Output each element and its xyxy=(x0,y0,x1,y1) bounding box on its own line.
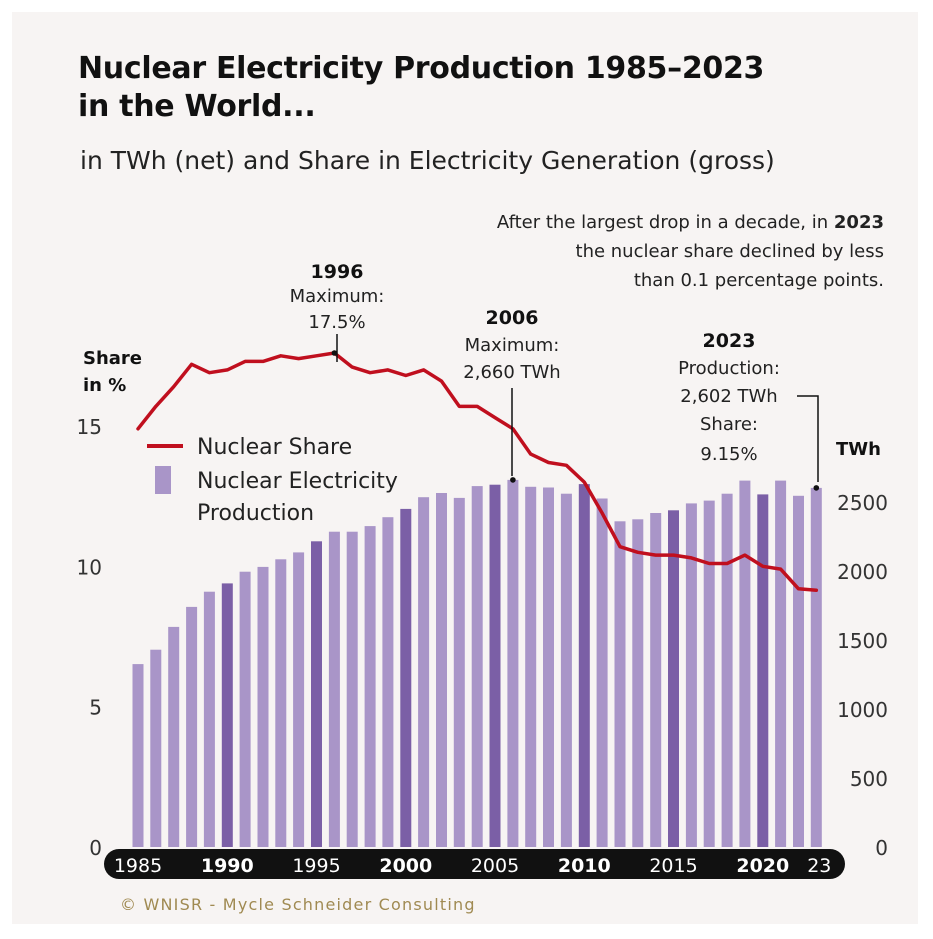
y-left-tick-10: 10 xyxy=(77,555,102,579)
bar-2017 xyxy=(703,500,715,847)
bar-1987 xyxy=(168,626,180,847)
annotation-2006-year: 2006 xyxy=(486,307,539,329)
x-tick-1995: 1995 xyxy=(292,855,340,877)
bar-1990 xyxy=(221,583,233,847)
bar-2016 xyxy=(685,503,697,847)
bar-2020 xyxy=(757,494,769,847)
x-tick-2000: 2000 xyxy=(379,855,432,877)
annotation-point-2023 xyxy=(813,485,820,491)
y-left-label-line-2: in % xyxy=(83,375,126,396)
y-right-label: TWh xyxy=(836,439,881,460)
bar-2013 xyxy=(632,519,644,848)
note-line-3: than 0.1 percentage points. xyxy=(634,270,884,291)
y-right-tick-labels: 0 500 1000 1500 2000 2500 xyxy=(837,491,888,860)
credit-text: © WNISR - Mycle Schneider Consulting xyxy=(120,895,476,914)
x-tick-1990: 1990 xyxy=(201,855,254,877)
bar-2010 xyxy=(578,484,590,847)
y-left-label-line-1: Share xyxy=(83,348,142,369)
annotation-1996-value: 17.5% xyxy=(308,312,365,333)
bar-2014 xyxy=(650,513,662,847)
annotation-1996-label: Maximum: xyxy=(290,286,385,307)
chart-subtitle: in TWh (net) and Share in Electricity Ge… xyxy=(80,146,775,175)
annotation-2006-value: 2,660 TWh xyxy=(463,362,560,383)
y-left-tick-labels: 0 5 10 15 xyxy=(77,415,102,860)
bar-1988 xyxy=(186,606,198,847)
legend-bar-swatch xyxy=(155,466,171,494)
bar-1992 xyxy=(257,566,269,847)
chart-title: Nuclear Electricity Production 1985–2023… xyxy=(78,50,764,126)
legend-production-label-2: Production xyxy=(197,501,314,526)
y-right-tick-1500: 1500 xyxy=(837,629,888,653)
annotation-2023-value-1: 2,602 TWh xyxy=(680,386,777,407)
y-right-tick-2000: 2000 xyxy=(837,560,888,584)
x-tick-2015: 2015 xyxy=(649,855,697,877)
title-line-2: in the World... xyxy=(78,89,316,124)
production-bars xyxy=(132,479,822,848)
y-left-tick-0: 0 xyxy=(89,836,102,860)
bar-2006 xyxy=(507,479,519,847)
bar-1995 xyxy=(311,541,322,847)
annotation-point-2006 xyxy=(510,477,516,483)
bar-2023 xyxy=(810,487,822,847)
x-tick-1985: 1985 xyxy=(114,855,162,877)
bar-2012 xyxy=(614,521,626,847)
y-right-tick-500: 500 xyxy=(850,767,888,791)
y-right-tick-0: 0 xyxy=(875,836,888,860)
bar-2003 xyxy=(453,497,465,847)
annotation-2023-year: 2023 xyxy=(703,330,756,352)
legend-production-label-1: Nuclear Electricity xyxy=(197,469,398,494)
bar-1989 xyxy=(203,591,215,847)
bar-1991 xyxy=(239,571,251,847)
bar-1993 xyxy=(275,559,287,847)
bar-1999 xyxy=(382,517,394,847)
y-left-tick-5: 5 xyxy=(89,696,102,720)
bar-1996 xyxy=(328,531,340,847)
annotation-2023-leader xyxy=(797,395,819,482)
y-left-tick-15: 15 xyxy=(77,415,102,439)
annotation-2023-value-2: 9.15% xyxy=(700,444,757,465)
x-tick-labels: 1985 1990 1995 2000 2005 2010 2015 2020 23 xyxy=(114,855,832,877)
note-line-1: After the largest drop in a decade, in 2… xyxy=(497,212,884,233)
annotation-2023-label-1: Production: xyxy=(678,358,780,379)
bar-2021 xyxy=(775,480,787,847)
bar-2000 xyxy=(400,508,412,847)
x-tick-2020: 2020 xyxy=(736,855,789,877)
annotation-2023-label-2: Share: xyxy=(700,414,758,435)
x-tick-2005: 2005 xyxy=(471,855,519,877)
share-line xyxy=(136,351,819,592)
bar-2005 xyxy=(489,484,501,847)
bar-1997 xyxy=(346,531,358,847)
annotation-2006-label: Maximum: xyxy=(465,335,560,356)
bar-2007 xyxy=(525,486,537,847)
title-line-1: Nuclear Electricity Production 1985–2023 xyxy=(78,51,765,86)
y-right-tick-1000: 1000 xyxy=(837,698,888,722)
bar-2022 xyxy=(793,495,804,847)
bar-2011 xyxy=(596,498,608,847)
bar-2001 xyxy=(418,497,430,847)
bar-1994 xyxy=(293,552,305,847)
bar-2015 xyxy=(668,510,679,847)
bar-2004 xyxy=(471,486,483,847)
x-tick-23: 23 xyxy=(807,855,831,877)
legend-share-label: Nuclear Share xyxy=(197,435,352,460)
x-tick-2010: 2010 xyxy=(558,855,611,877)
bar-2019 xyxy=(739,480,751,847)
bar-1985 xyxy=(132,664,144,847)
y-right-tick-2500: 2500 xyxy=(837,491,888,515)
bar-2009 xyxy=(560,493,572,847)
bar-1986 xyxy=(150,649,162,847)
x-axis-band xyxy=(104,849,845,879)
bar-2018 xyxy=(721,493,733,847)
annotation-point-1996 xyxy=(331,350,338,356)
bar-2002 xyxy=(436,493,447,847)
note-line-2: the nuclear share declined by less xyxy=(576,241,884,262)
bar-1998 xyxy=(364,526,376,847)
annotation-1996-year: 1996 xyxy=(311,261,364,283)
bar-2008 xyxy=(543,487,554,847)
